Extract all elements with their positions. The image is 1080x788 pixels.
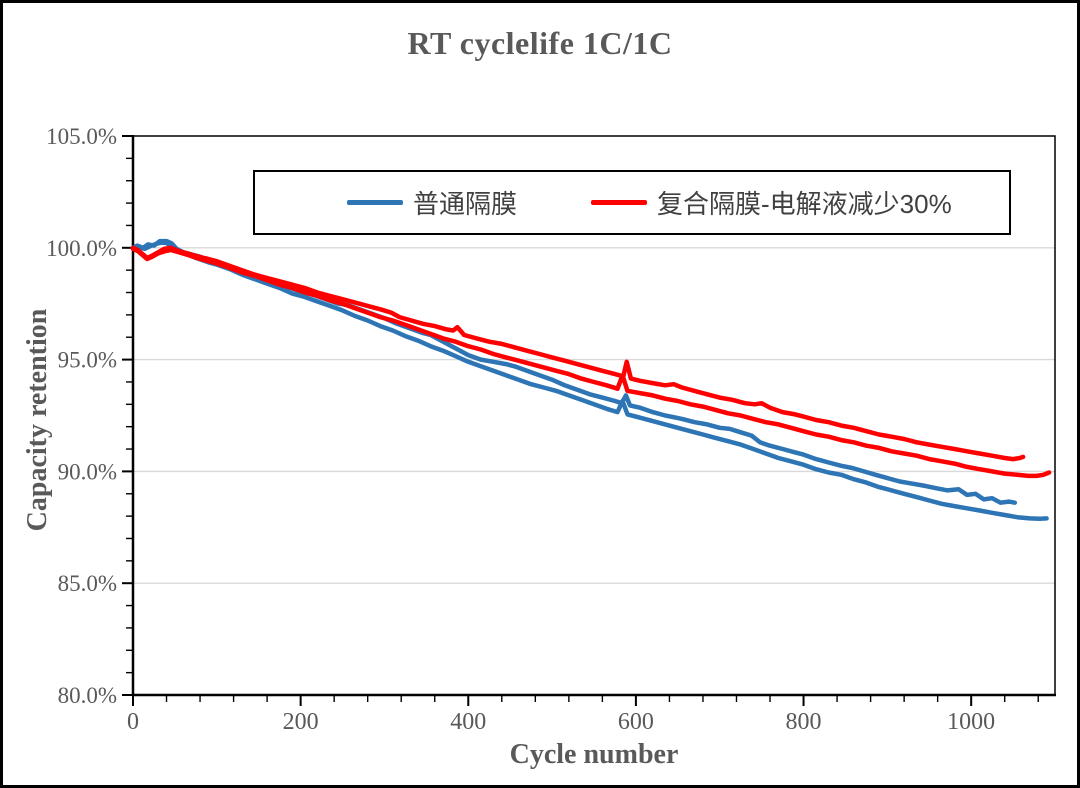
series-0-trace-1 — [130, 239, 1049, 522]
legend-line-swatch-blue — [347, 200, 403, 205]
y-tick-label: 95.0% — [58, 348, 117, 373]
legend-label-composite-separator: 复合隔膜-电解液减少30% — [657, 189, 952, 219]
y-tick-label: 100.0% — [46, 236, 117, 261]
legend-item-composite-separator: 复合隔膜-电解液减少30% — [591, 172, 952, 233]
legend-label-ordinary-separator: 普通隔膜 — [413, 189, 518, 219]
y-tick-label: 105.0% — [46, 124, 117, 149]
chart-plot-area: 80.0% 85.0% 90.0% 95.0% 100.0% 105.0% 0 200 400 6… — [46, 124, 1056, 735]
legend-line-swatch-red — [591, 200, 647, 205]
y-axis-title: Capacity retention — [22, 308, 53, 532]
legend: 普通隔膜 复合隔膜-电解液减少30% — [253, 170, 1011, 235]
chart-title: RT cyclelife 1C/1C — [407, 25, 673, 61]
x-axis-title: Cycle number — [509, 739, 679, 770]
y-tick-label: 85.0% — [58, 571, 117, 596]
x-tick-label: 600 — [618, 709, 654, 735]
legend-item-ordinary-separator: 普通隔膜 — [347, 172, 517, 233]
y-tick-label: 80.0% — [58, 683, 117, 708]
x-tick-label: 400 — [450, 709, 486, 735]
x-tick-label: 200 — [283, 709, 319, 735]
series-1-trace-1 — [130, 246, 1052, 479]
x-tick-label: 800 — [786, 709, 822, 735]
x-tick-label: 0 — [127, 709, 139, 735]
x-tick-label: 1000 — [947, 709, 995, 735]
y-tick-label: 90.0% — [58, 459, 117, 484]
